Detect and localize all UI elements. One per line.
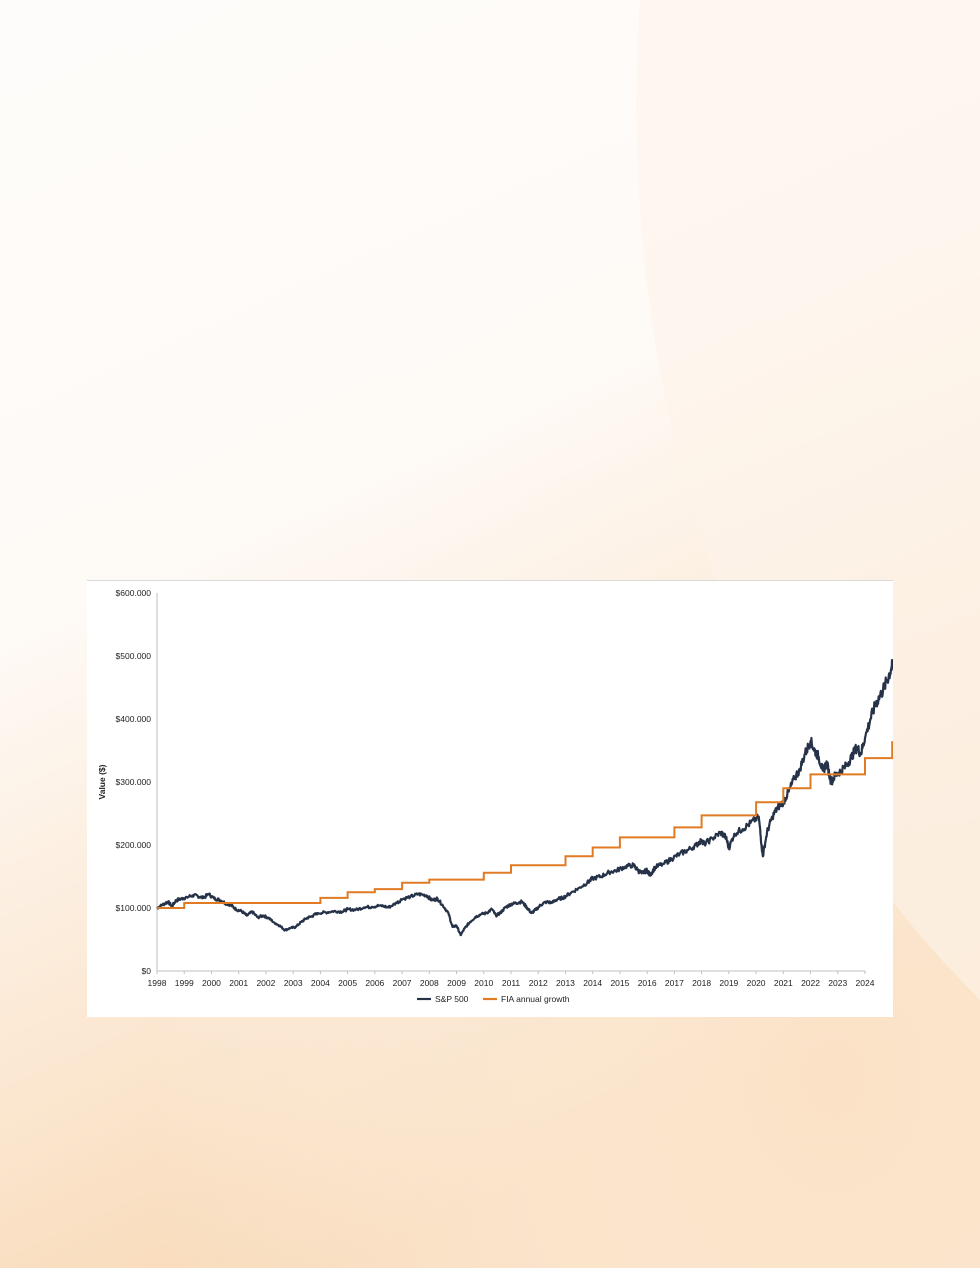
x-tick-label: 2011 [502,978,521,988]
x-tick-label: 2002 [256,978,275,988]
x-tick-label: 2001 [229,978,248,988]
x-tick-label: 2023 [828,978,847,988]
legend-label: S&P 500 [435,994,469,1004]
x-tick-label: 2003 [284,978,303,988]
x-tick-label: 2004 [311,978,330,988]
chart-legend: S&P 500 FIA annual growth [417,994,570,1004]
x-tick-label: 2008 [420,978,439,988]
x-tick-label: 2021 [774,978,793,988]
y-axis-ticks: $0 $100.000 $200.000 $300.000 $400.000 $500.0… [116,588,152,976]
x-axis-ticks: 1998 1999 2000 2001 2002 2003 2004 2005 2006 2007… [148,971,875,988]
series-layer [156,659,893,937]
y-tick-label: $200.000 [116,840,152,850]
y-axis-title: Value ($) [97,764,107,799]
x-tick-label: 2009 [447,978,466,988]
y-tick-label: $0 [142,966,152,976]
y-tick-label: $500.000 [116,651,152,661]
y-tick-label: $300.000 [116,777,152,787]
x-tick-label: 1998 [148,978,167,988]
x-tick-label: 1999 [175,978,194,988]
x-tick-label: 2017 [665,978,684,988]
y-tick-label: $400.000 [116,714,152,724]
x-tick-label: 2015 [610,978,629,988]
x-tick-label: 2000 [202,978,221,988]
x-tick-label: 2022 [801,978,820,988]
y-tick-label: $100.000 [116,903,152,913]
line-chart: $0 $100.000 $200.000 $300.000 $400.000 $500.0… [97,588,893,1004]
chart-panel: $0 $100.000 $200.000 $300.000 $400.000 $500.0… [87,580,893,1017]
x-tick-label: 2024 [856,978,875,988]
x-tick-label: 2019 [719,978,738,988]
x-tick-label: 2006 [365,978,384,988]
series-line-sp-500 [156,659,893,937]
x-tick-label: 2016 [638,978,657,988]
x-tick-label: 2012 [529,978,548,988]
x-tick-label: 2014 [583,978,602,988]
x-tick-label: 2018 [692,978,711,988]
legend-label: FIA annual growth [501,994,570,1004]
x-tick-label: 2010 [474,978,493,988]
x-tick-label: 2013 [556,978,575,988]
x-tick-label: 2005 [338,978,357,988]
y-tick-label: $600.000 [116,588,152,598]
series-line-fia-annual-growth [157,741,893,909]
x-tick-label: 2007 [393,978,412,988]
x-tick-label: 2020 [747,978,766,988]
